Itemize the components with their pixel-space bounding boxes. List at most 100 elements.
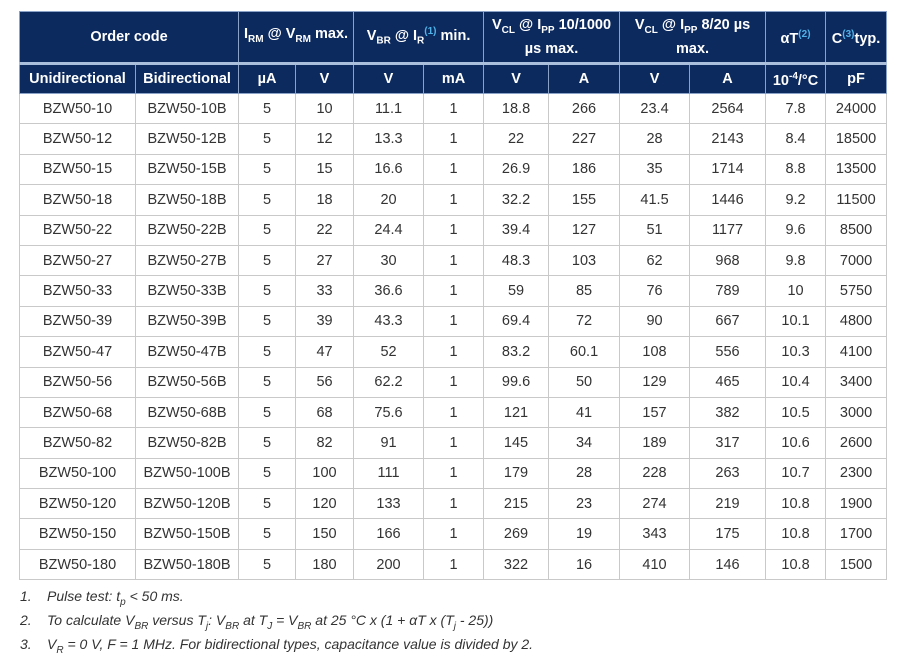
text-segment: < 50 ms. (125, 588, 184, 604)
table-cell: 30 (353, 244, 425, 277)
text-segment: A (722, 71, 733, 87)
table-cell: 343 (619, 518, 691, 550)
table-cell: 32.2 (483, 184, 550, 216)
table-row: BZW50-39 BZW50-39B 5 39 43.3 1 69.4 72 90 667 10.1… (19, 305, 888, 338)
table-cell: 180 (295, 548, 355, 581)
text-segment: R (417, 35, 425, 47)
table-cell: BZW50-120 (19, 488, 136, 520)
table-cell: 91 (353, 427, 425, 459)
footnote: 3. VR = 0 V, F = 1 MHz. For bidirectional… (20, 636, 533, 660)
table-cell: 1446 (689, 184, 767, 216)
table-cell: 1 (423, 457, 485, 490)
table-cell: 111 (353, 457, 425, 490)
text-segment: V (511, 71, 521, 87)
table-cell: 5 (238, 184, 297, 216)
table-cell: 24000 (825, 92, 888, 125)
table-cell: BZW50-18B (134, 184, 240, 216)
table-cell: 99.6 (483, 366, 550, 398)
table-cell: 5 (238, 153, 297, 186)
table-cell: 1900 (825, 488, 888, 520)
table-cell: 47 (295, 336, 355, 368)
text-segment: BR (134, 620, 149, 632)
table-cell: 382 (689, 396, 767, 429)
text-segment: = 0 V, F = 1 MHz. For bidirectional type… (63, 636, 534, 652)
table-cell: BZW50-68 (19, 396, 136, 429)
table-cell: 5 (238, 548, 297, 581)
table-row: BZW50-68 BZW50-68B 5 68 75.6 1 121 41 157 382 10.5… (19, 396, 888, 429)
text-segment: 10/1000 µs max. (524, 17, 612, 57)
text-segment: Pulse test: t (47, 588, 121, 604)
table-cell: 1 (423, 305, 485, 338)
text-segment: CL (644, 24, 658, 36)
table-cell: 7000 (825, 244, 888, 277)
table-cell: 2600 (825, 427, 888, 459)
table-cell: 1 (423, 396, 485, 429)
text-segment: versus T (148, 612, 206, 628)
table-cell: 41 (548, 396, 621, 429)
table-row: BZW50-33 BZW50-33B 5 33 36.6 1 59 85 76 789 10 5750 (19, 275, 888, 307)
table-cell: 1700 (825, 518, 888, 550)
text-segment: V (492, 17, 502, 34)
table-cell: BZW50-47 (19, 336, 136, 368)
table-cell: 24.4 (353, 214, 425, 246)
footnote-number: 2. (20, 612, 32, 628)
table-cell: BZW50-10B (134, 92, 240, 125)
table-cell: 121 (483, 396, 550, 429)
table-cell: 8.8 (765, 153, 827, 186)
text-segment: @ I (390, 27, 418, 44)
table-cell: 274 (619, 488, 691, 520)
table-cell: 10.1 (765, 305, 827, 338)
text-segment: @ V (263, 26, 296, 43)
header-vcl-ipp-8-20: VCL @ IPP 8/20 µs max. (619, 11, 767, 64)
text-segment: @ I (515, 17, 542, 34)
table-cell: 2143 (689, 123, 767, 155)
table-cell: 34 (548, 427, 621, 459)
table-cell: 5 (238, 123, 297, 155)
table-cell: 10.7 (765, 457, 827, 490)
header-vcl-ipp-10-1000: VCL @ IPP 10/1000 µs max. (483, 11, 621, 64)
table-cell: 83.2 (483, 336, 550, 368)
table-cell: BZW50-150B (134, 518, 240, 550)
table-cell: BZW50-100B (134, 457, 240, 490)
table-cell: 75.6 (353, 396, 425, 429)
table-row: BZW50-27 BZW50-27B 5 27 30 1 48.3 103 62 968 9.8 70… (19, 244, 888, 277)
text-segment: @ I (657, 17, 685, 34)
table-cell: 1 (423, 153, 485, 186)
table-cell: 43.3 (353, 305, 425, 338)
table-cell: 103 (548, 244, 621, 277)
text-segment: mA (441, 71, 466, 87)
table-cell: 10.4 (765, 366, 827, 398)
table-cell: BZW50-10 (19, 92, 136, 125)
table-cell: 3000 (825, 396, 888, 429)
table-cell: 10 (765, 275, 827, 307)
unit-header: pF (825, 62, 888, 94)
table-cell: 5 (238, 244, 297, 277)
table-cell: BZW50-12 (19, 123, 136, 155)
table-cell: 129 (619, 366, 691, 398)
table-cell: 5750 (825, 275, 888, 307)
table-cell: BZW50-15B (134, 153, 240, 186)
text-segment: max. (310, 26, 349, 43)
unit-header: A (689, 62, 767, 94)
header-row-parameters: Order code IRM @ VRM max. VBR @ IR(1) min.… (18, 11, 888, 64)
table-cell: 22 (483, 123, 550, 155)
table-cell: 10 (295, 92, 355, 125)
table-cell: 5 (238, 457, 297, 490)
text-segment: µA (257, 71, 277, 87)
table-cell: 22 (295, 214, 355, 246)
table-cell: BZW50-15 (19, 153, 136, 186)
table-cell: 120 (295, 488, 355, 520)
unit-header: V (295, 62, 355, 94)
table-cell: 10.8 (765, 488, 827, 520)
table-cell: 1 (423, 336, 485, 368)
table-cell: 269 (483, 518, 550, 550)
text-segment: Unidirectional (29, 71, 126, 87)
table-cell: 1 (423, 123, 485, 155)
table-cell: 90 (619, 305, 691, 338)
text-segment: Bidirectional (143, 71, 231, 87)
text-segment: BR (225, 620, 240, 632)
table-cell: 4100 (825, 336, 888, 368)
table-cell: 146 (689, 548, 767, 581)
table-cell: 27 (295, 244, 355, 277)
